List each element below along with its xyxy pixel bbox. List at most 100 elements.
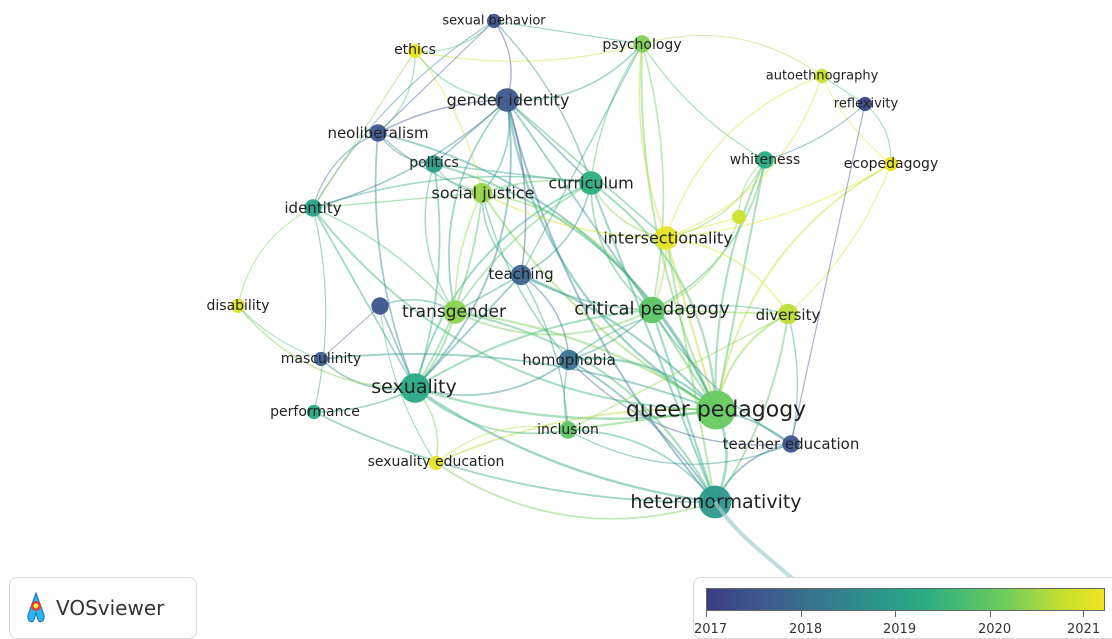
node-psychology[interactable] [633,35,651,53]
legend-tick-label: 2018 [789,622,823,637]
link-critical_pedagogy-social_justice [481,192,653,311]
legend-tick-mark [801,610,802,617]
node-label-transgender[interactable]: transgender [402,302,506,322]
node-label-sexuality[interactable]: sexuality [371,376,456,398]
node-critical-pedagogy[interactable] [638,296,666,324]
link-teacher_education-inclusion [567,429,792,465]
node-label-critical-pedagogy[interactable]: critical pedagogy [574,299,730,320]
node-curriculum[interactable] [579,171,603,195]
node-label-autoethnography[interactable]: autoethnography [766,69,879,84]
link-diversity-ecopedagogy [787,163,892,315]
link-reflexivity-ecopedagogy [864,103,892,165]
node-sexuality[interactable] [400,373,430,403]
node-label-intersectionality[interactable]: intersectionality [603,229,732,248]
node-inclusion[interactable] [559,421,577,439]
node-label-teacher-education[interactable]: teacher education [723,435,860,453]
link-curriculum-politics [433,163,592,184]
link-psychology-sexual_behavior [493,20,643,45]
year-color-legend: 2017 2018 2019 2020 2021 [693,577,1112,639]
link-heteronormativity-gender_identity [506,99,716,503]
link-performance-identity [312,207,327,413]
node-label-ethics[interactable]: ethics [394,42,436,58]
link-heteronormativity-performance [313,411,716,503]
link-sexuality-social_justice [414,192,483,389]
node-label-diversity[interactable]: diversity [756,306,821,324]
link-queer_pedagogy-curriculum [590,182,718,411]
link-identity-neoliberalism [312,132,379,209]
link-intersectionality-whiteness [665,159,766,239]
node-label-social-justice[interactable]: social justice [432,184,535,203]
node-label-teaching[interactable]: teaching [488,265,553,283]
node-label-neoliberalism[interactable]: neoliberalism [327,124,428,142]
node-politics[interactable] [425,155,443,173]
node-transgender[interactable] [443,300,467,324]
node-unlabeled-purple[interactable] [371,297,389,315]
node-identity[interactable] [304,199,322,217]
node-unlabeled-green[interactable] [731,209,747,225]
node-neoliberalism[interactable] [369,124,387,142]
link-intersectionality-autoethnography [665,75,823,239]
link-intersectionality-ecopedagogy [665,163,892,239]
legend-tick-label: 2017 [694,622,728,637]
node-autoethnography[interactable] [814,68,830,84]
link-queer_pedagogy-neoliberalism [377,132,717,411]
node-label-reflexivity[interactable]: reflexivity [834,97,899,112]
link-social_justice-neoliberalism [377,132,483,194]
node-disability[interactable] [230,298,246,314]
node-label-queer-pedagogy[interactable]: queer pedagogy [626,398,806,423]
node-teacher-education[interactable] [782,435,800,453]
link-heteronormativity-transgender [454,310,716,503]
link-gender_identity-psychology [506,43,643,102]
link-sexuality-homophobia [414,359,570,397]
node-label-gender-identity[interactable]: gender identity [447,91,570,110]
node-label-ecopedagogy[interactable]: ecopedagogy [844,156,938,172]
legend-tick-label: 2021 [1067,622,1101,637]
node-ecopedagogy[interactable] [883,156,899,172]
node-sexuality-education[interactable] [428,455,444,471]
node-reflexivity[interactable] [857,96,873,112]
node-label-identity[interactable]: identity [284,199,341,217]
node-sexual-behavior[interactable] [486,13,502,29]
node-label-sexual-behavior[interactable]: sexual behavior [442,14,546,29]
legend-gradient-bar [706,588,1105,611]
node-label-whiteness[interactable]: whiteness [730,152,800,168]
node-label-homophobia[interactable]: homophobia [522,351,616,369]
node-homophobia[interactable] [558,349,580,371]
node-label-sexuality-education[interactable]: sexuality education [368,454,505,470]
link-queer_pedagogy-transgender [454,310,717,411]
node-label-politics[interactable]: politics [409,155,459,171]
link-sexual_behavior-curriculum [493,20,592,184]
node-diversity[interactable] [777,303,799,325]
link-ethics-social_justice [414,50,483,194]
link-gender_identity-identity [312,99,508,209]
link-heteronormativity-inclusion [567,429,716,503]
link-ethics-neoliberalism [377,50,416,134]
node-label-inclusion[interactable]: inclusion [537,422,599,438]
node-label-performance[interactable]: performance [270,404,360,420]
link-curriculum-identity [312,175,592,209]
link-heteronormativity-critical_pedagogy [650,309,717,503]
link-curriculum-gender_identity [506,99,592,184]
link-transgender-curriculum [454,182,592,313]
node-performance[interactable] [306,404,322,420]
node-gender-identity[interactable] [495,88,519,112]
link-intersectionality-diversity [665,237,789,315]
node-label-psychology[interactable]: psychology [602,37,681,53]
node-teaching[interactable] [510,264,532,286]
node-social-justice[interactable] [471,182,493,204]
vosviewer-logo[interactable]: VOSviewer [9,577,197,639]
node-label-disability[interactable]: disability [207,298,270,314]
node-masculinity[interactable] [313,351,329,367]
node-intersectionality[interactable] [654,226,678,250]
link-autoethnography-intersectionality [665,75,823,239]
node-label-curriculum[interactable]: curriculum [548,174,633,193]
node-queer-pedagogy[interactable] [696,390,736,430]
node-whiteness[interactable] [756,151,774,169]
link-sexuality-neoliberalism [374,132,416,389]
node-label-masculinity[interactable]: masculinity [281,351,361,367]
link-diversity-teacher_education [787,313,799,445]
link-critical_pedagogy-diversity [651,309,789,315]
link-queer_pedagogy-politics [433,163,717,411]
node-ethics[interactable] [407,43,423,59]
